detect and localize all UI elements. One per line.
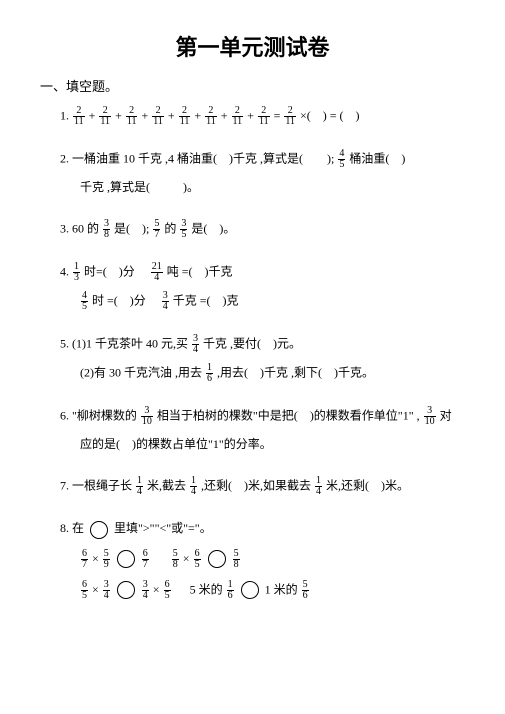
q3: 3. 60 的 38 是( ); 57 的 35 是( )。 <box>40 219 465 240</box>
circle-icon <box>208 550 226 568</box>
q1: 1. 211 + 211 + 211 + 211 + 211 + 211 + 2… <box>40 106 465 127</box>
title: 第一单元测试卷 <box>40 30 465 65</box>
circle-icon <box>117 550 135 568</box>
q2: 2. 一桶油重 10 千克 ,4 桶油重( )千克 ,算式是( ); 45 桶油… <box>40 149 465 197</box>
circle-icon <box>90 521 108 539</box>
q5: 5. (1)1 千克茶叶 40 元,买 34 千克 ,要付( )元。 (2)有 … <box>40 334 465 384</box>
circle-icon <box>117 581 135 599</box>
circle-icon <box>241 581 259 599</box>
q4: 4. 13 时=( )分 214 吨 =( )千克 45 时 =( )分 34 … <box>40 262 465 312</box>
frac: 211 <box>73 106 85 127</box>
q6: 6. "柳树棵数的 310 相当于柏树的棵数"中是把( )的棵数看作单位"1" … <box>40 406 465 454</box>
q1-num: 1. <box>60 108 69 122</box>
section-header: 一、填空题。 <box>40 77 465 98</box>
q8: 8. 在 里填">""<"或"="。 67 × 59 67 58 × 65 58… <box>40 519 465 600</box>
q7: 7. 一根绳子长 14 米,截去 14 ,还剩( )米,如果截去 14 米,还剩… <box>40 476 465 497</box>
